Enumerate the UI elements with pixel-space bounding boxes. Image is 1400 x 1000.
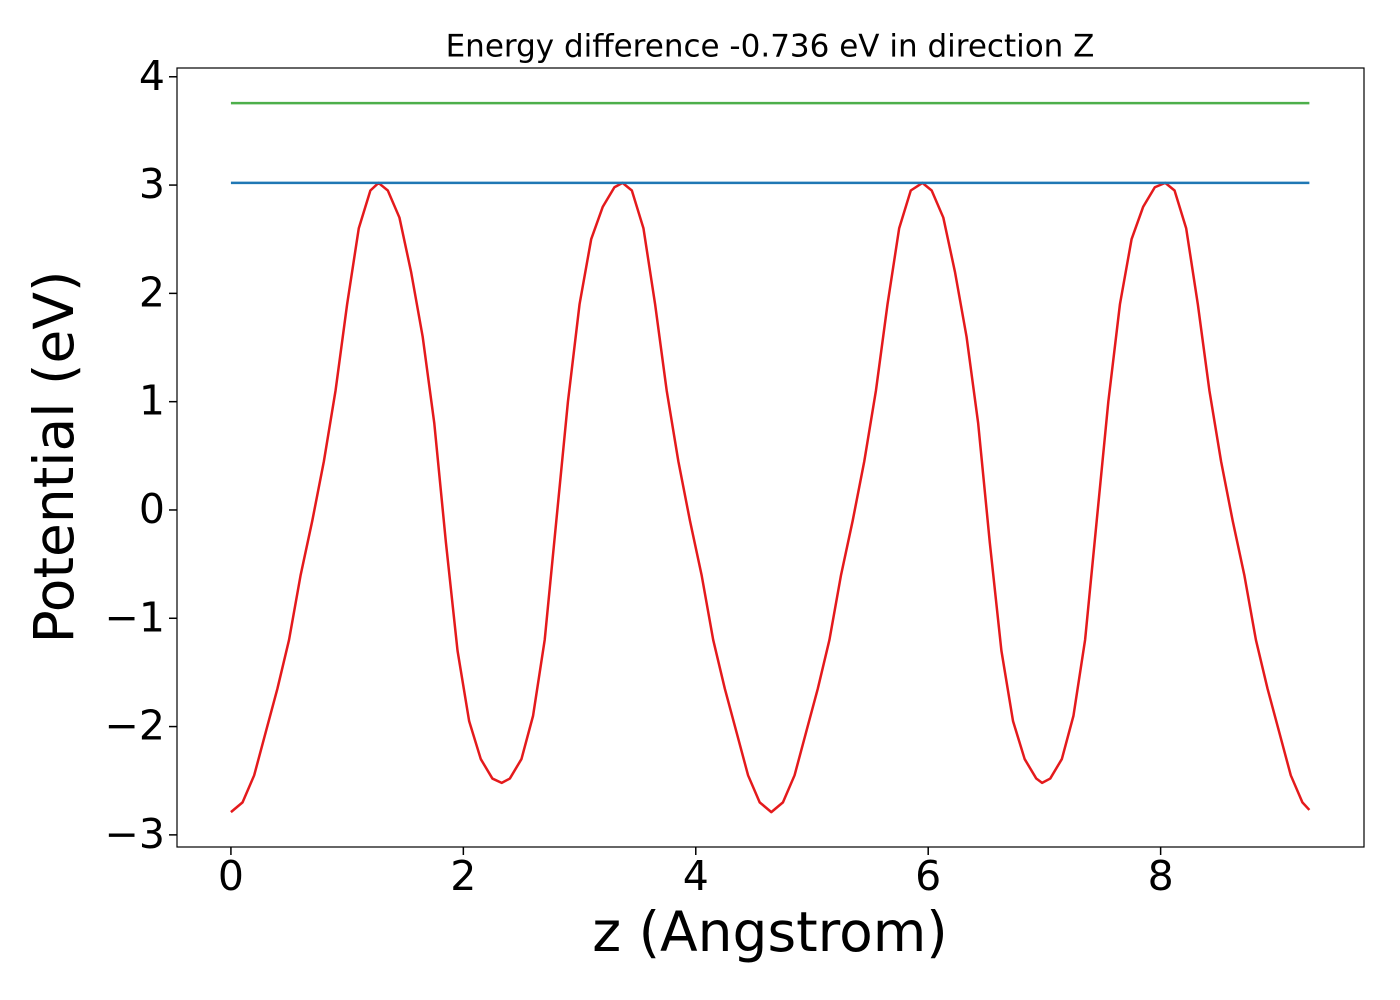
y-tick-label: −1 — [105, 593, 165, 641]
y-tick-label: −3 — [105, 810, 165, 858]
x-tick-label: 2 — [450, 852, 476, 900]
chart-title: Energy difference -0.736 eV in direction… — [446, 29, 1095, 65]
x-tick-label: 8 — [1148, 852, 1174, 900]
plot-frame — [176, 67, 1365, 848]
x-axis-label: z (Angstrom) — [592, 900, 948, 964]
y-tick-label: 0 — [139, 485, 165, 533]
y-tick-label: −2 — [105, 702, 165, 750]
y-tick-label: 3 — [139, 160, 165, 208]
x-tick-label: 4 — [683, 852, 709, 900]
y-tick-label: 1 — [139, 377, 165, 425]
x-tick-label: 0 — [218, 852, 244, 900]
x-tick-label: 6 — [915, 852, 941, 900]
y-tick-label: 4 — [139, 52, 165, 100]
line-series — [230, 181, 1311, 814]
y-tick-label: 2 — [139, 268, 165, 316]
y-axis-label: Potential (eV) — [22, 271, 86, 644]
